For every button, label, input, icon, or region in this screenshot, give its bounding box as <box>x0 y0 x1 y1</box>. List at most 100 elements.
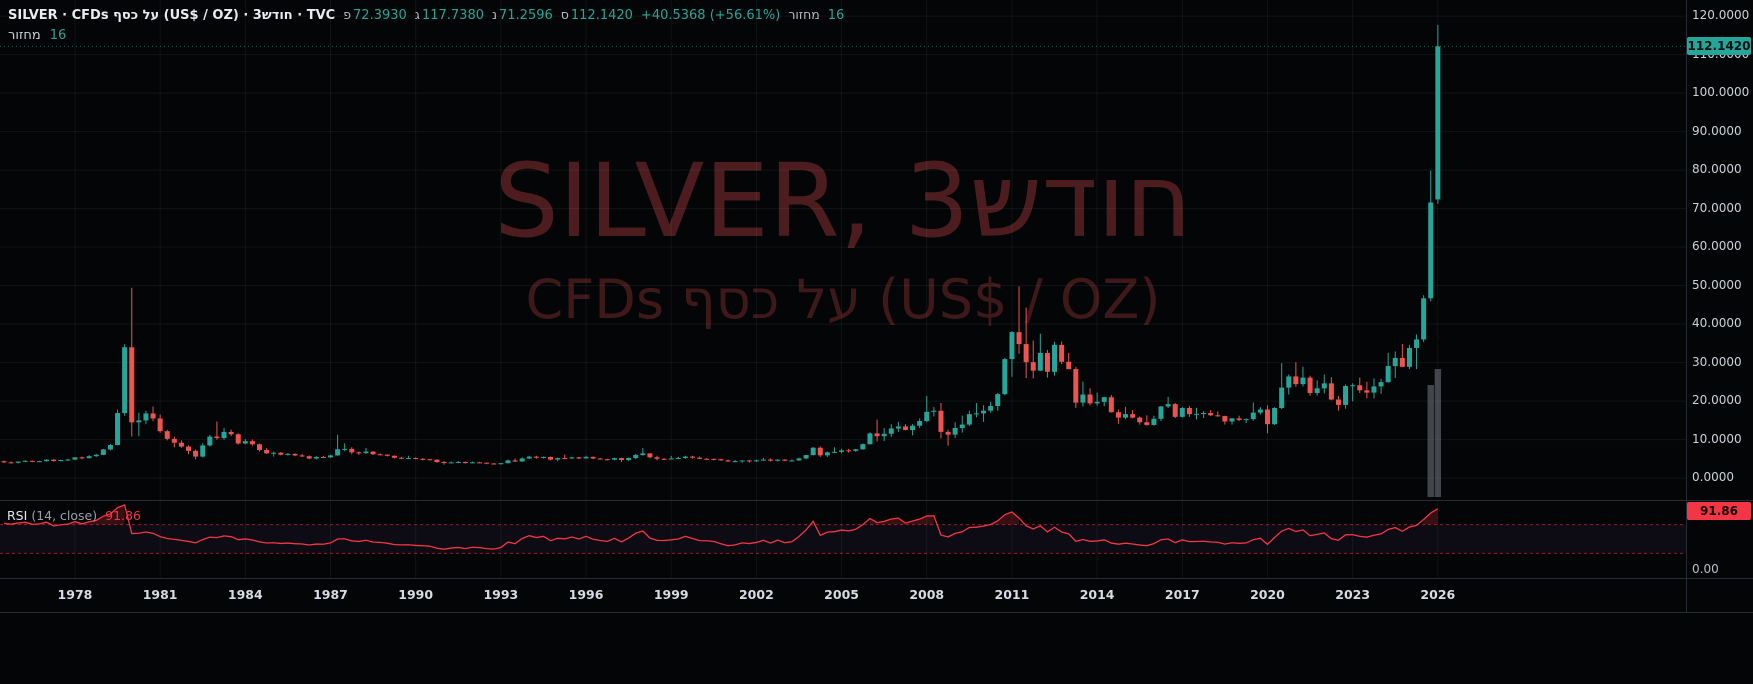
candle-body <box>981 410 987 414</box>
volume-layer <box>1427 369 1442 497</box>
candle-body <box>682 456 688 459</box>
candle-body <box>1250 412 1256 420</box>
close-key: ס <box>560 7 569 22</box>
candle-body <box>335 449 341 456</box>
candle-body <box>178 442 184 447</box>
candle-body <box>292 453 298 456</box>
candle-body <box>512 460 518 462</box>
candle-body <box>1101 397 1107 402</box>
candle-body <box>626 458 632 461</box>
candle-body <box>193 450 199 457</box>
candle-body <box>711 458 717 460</box>
candle-body <box>746 460 752 462</box>
candle-body <box>1321 383 1327 389</box>
candle-body <box>1279 387 1285 408</box>
candle-body <box>1392 357 1398 367</box>
symbol-title[interactable]: SILVER · CFDs על כסף (US$ / OZ) · 3חודש … <box>8 8 336 23</box>
candle-body <box>1243 419 1249 421</box>
candle-body <box>8 462 14 464</box>
candle-body <box>1087 394 1093 404</box>
candle-body <box>342 448 348 450</box>
candle-body <box>704 458 710 460</box>
candle-body <box>278 452 284 455</box>
candle-body <box>420 458 426 460</box>
candle-body <box>136 420 142 423</box>
candle-body <box>200 445 206 457</box>
volume-indicator-legend[interactable]: מחזור 16 <box>8 28 844 43</box>
volume-bar <box>1434 369 1442 497</box>
candle-body <box>853 449 859 451</box>
candle-body <box>320 456 326 458</box>
candle-body <box>164 431 170 439</box>
candle-body <box>860 444 866 450</box>
candle-body <box>718 459 724 461</box>
candle-body <box>1314 388 1320 393</box>
candle-body <box>839 450 845 452</box>
candle-body <box>938 410 944 432</box>
candle-body <box>143 413 149 421</box>
candle-body <box>1172 404 1178 417</box>
high-value: 117.7380 <box>421 8 484 23</box>
candle-body <box>590 456 596 459</box>
candle-body <box>1115 412 1121 418</box>
candle-body <box>115 413 121 446</box>
legend-line-main: SILVER · CFDs על כסף (US$ / OZ) · 3חודש … <box>8 7 844 23</box>
candle-body <box>810 447 816 456</box>
candle-body <box>817 447 823 456</box>
candle-body <box>1328 383 1334 400</box>
candle-body <box>469 462 475 464</box>
candle-body <box>548 456 554 460</box>
candle-body <box>966 414 972 425</box>
rsi-params: (14, close) <box>31 508 98 523</box>
candle-body <box>604 459 610 461</box>
candle-body <box>1073 369 1079 403</box>
candle-body <box>569 457 575 459</box>
candle-body <box>15 461 21 463</box>
candle-body <box>917 421 923 426</box>
candle-body <box>1236 418 1242 420</box>
candle-body <box>555 458 561 460</box>
candle-body <box>235 434 241 444</box>
candle-body <box>186 446 192 451</box>
candle-body <box>1130 414 1136 418</box>
candle-body <box>1335 399 1341 405</box>
candle-body <box>1137 417 1143 423</box>
candle-body <box>782 459 788 461</box>
high-key: ג <box>414 7 420 22</box>
candle-body <box>1165 404 1171 407</box>
rsi-zero-label: 0.00 <box>1692 562 1719 576</box>
candle-body <box>484 462 490 464</box>
candle-body <box>327 455 333 458</box>
candle-body <box>690 456 696 458</box>
candle-body <box>171 438 177 443</box>
candle-body <box>1179 407 1185 417</box>
candle-body <box>79 457 85 459</box>
candle-body <box>1378 382 1384 387</box>
candle-body <box>65 459 71 461</box>
candle-body <box>1350 385 1356 387</box>
candle-body <box>583 456 589 459</box>
candle-body <box>1023 344 1029 363</box>
candle-body <box>441 461 447 464</box>
candle-body <box>831 451 837 453</box>
candle-body <box>72 457 78 460</box>
candle-body <box>519 458 525 462</box>
candle-body <box>1009 332 1015 360</box>
candle-body <box>1066 361 1072 370</box>
candle-body <box>697 457 703 459</box>
candle-body <box>477 462 483 464</box>
close-value: 112.1420 <box>570 8 633 23</box>
low-value: 71.2596 <box>499 8 553 23</box>
candle-body <box>36 461 42 463</box>
candle-body <box>100 449 106 455</box>
candle-body <box>888 428 894 434</box>
candle-body <box>58 460 64 462</box>
candle-body <box>122 347 128 414</box>
candle-body <box>44 459 50 462</box>
candle-body <box>1364 390 1370 393</box>
candle-body <box>377 454 383 456</box>
rsi-layer <box>0 504 1686 554</box>
rsi-indicator-legend[interactable]: RSI (14, close) 91.86 <box>7 508 141 523</box>
